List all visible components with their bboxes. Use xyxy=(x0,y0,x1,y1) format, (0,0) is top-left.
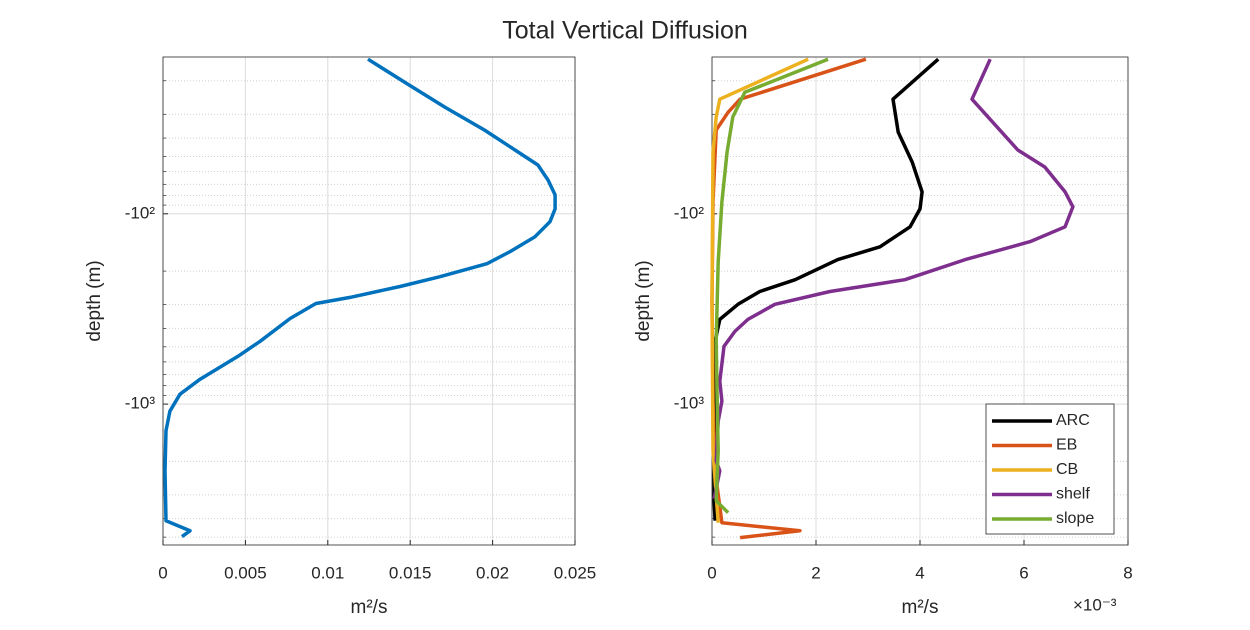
data-line xyxy=(710,57,809,523)
x-tick-label: 0 xyxy=(158,563,167,582)
x-tick-label: 0.005 xyxy=(224,563,267,582)
legend-label: shelf xyxy=(1056,486,1090,503)
x-tick-label: 0.01 xyxy=(311,563,344,582)
x-tick-label: 2 xyxy=(811,563,820,582)
x-tick-label: 0.02 xyxy=(476,563,509,582)
x-tick-label: 0.015 xyxy=(389,563,432,582)
y-axis-label: depth (m) xyxy=(633,260,654,341)
x-axis-label: m²/s xyxy=(902,597,939,618)
legend-label: CB xyxy=(1056,461,1078,478)
legend-label: ARC xyxy=(1056,412,1090,429)
y-tick-label: -10² xyxy=(674,203,705,222)
legend-label: slope xyxy=(1056,510,1094,527)
y-tick-label: -10³ xyxy=(674,394,705,413)
x-tick-label: 0.025 xyxy=(554,563,597,582)
x-axis-label: m²/s xyxy=(351,597,388,618)
data-line xyxy=(714,57,829,514)
data-line xyxy=(712,58,1075,500)
x-multiplier: ×10⁻³ xyxy=(1073,595,1117,614)
data-line xyxy=(163,57,557,539)
x-tick-label: 6 xyxy=(1019,563,1028,582)
legend-label: EB xyxy=(1056,437,1077,454)
x-tick-label: 0 xyxy=(707,563,716,582)
x-tick-label: 4 xyxy=(915,563,924,582)
y-tick-label: -10² xyxy=(125,203,156,222)
y-tick-label: -10³ xyxy=(125,394,156,413)
y-axis-label: depth (m) xyxy=(84,260,105,341)
axes-box xyxy=(162,56,576,546)
plot-area xyxy=(163,57,575,545)
chart-title: Total Vertical Diffusion xyxy=(502,17,748,45)
x-tick-label: 8 xyxy=(1123,563,1132,582)
